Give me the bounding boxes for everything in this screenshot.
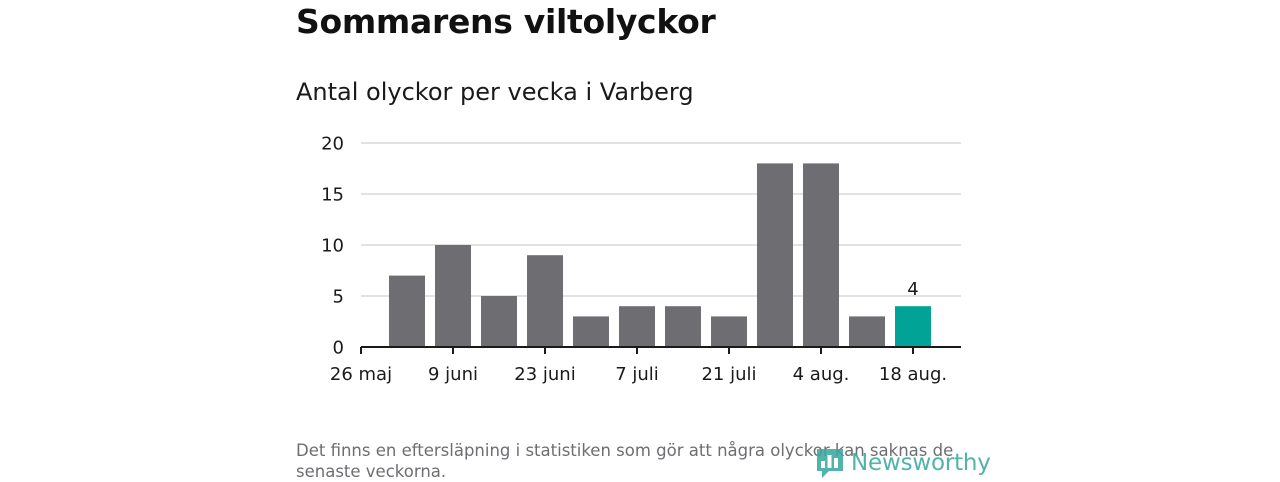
bars xyxy=(389,163,931,347)
bar-14-juli xyxy=(665,306,701,347)
bar-16-juni xyxy=(481,296,517,347)
y-axis-tick-labels: 0 5 10 15 20 xyxy=(321,134,344,359)
bar-11-aug xyxy=(849,316,885,347)
newsworthy-chat-bars-icon xyxy=(817,449,843,478)
bar-9-juni xyxy=(435,245,471,347)
newsworthy-logo: Newsworthy xyxy=(815,446,991,480)
y-tick-label-20: 20 xyxy=(321,134,344,155)
footnote: Det finns en eftersläpning i statistiken… xyxy=(296,441,954,481)
y-tick-label-5: 5 xyxy=(333,287,344,308)
x-tick-label-0: 26 maj xyxy=(330,364,392,385)
bar-2-juni xyxy=(389,275,425,347)
bar-28-juli xyxy=(757,163,793,347)
y-tick-label-10: 10 xyxy=(321,236,344,257)
y-tick-label-15: 15 xyxy=(321,185,344,206)
y-tick-label-0: 0 xyxy=(333,338,344,359)
bar-7-juli xyxy=(619,306,655,347)
x-tick-label-6: 7 juli xyxy=(615,364,659,385)
x-tick-label-10: 4 aug. xyxy=(793,364,850,385)
chart-title: Sommarens viltolyckor xyxy=(296,2,716,41)
newsworthy-logo-text: Newsworthy xyxy=(851,450,991,476)
bar-23-juni xyxy=(527,255,563,347)
data-labels: 4 xyxy=(907,279,918,300)
x-tick-label-2: 9 juni xyxy=(428,364,478,385)
x-tick-label-12: 18 aug. xyxy=(879,364,947,385)
x-axis: 26 maj 9 juni 23 juni 7 juli 21 juli 4 aug. 18… xyxy=(330,346,961,385)
data-label-12: 4 xyxy=(907,279,918,300)
chart-subtitle: Antal olyckor per vecka i Varberg xyxy=(296,78,694,106)
x-tick-label-4: 23 juni xyxy=(514,364,575,385)
x-tick-label-8: 21 juli xyxy=(701,364,756,385)
bar-4-aug xyxy=(803,163,839,347)
bar-21-juli xyxy=(711,316,747,347)
bar-30-juni xyxy=(573,316,609,347)
bar-18-aug xyxy=(895,306,931,347)
